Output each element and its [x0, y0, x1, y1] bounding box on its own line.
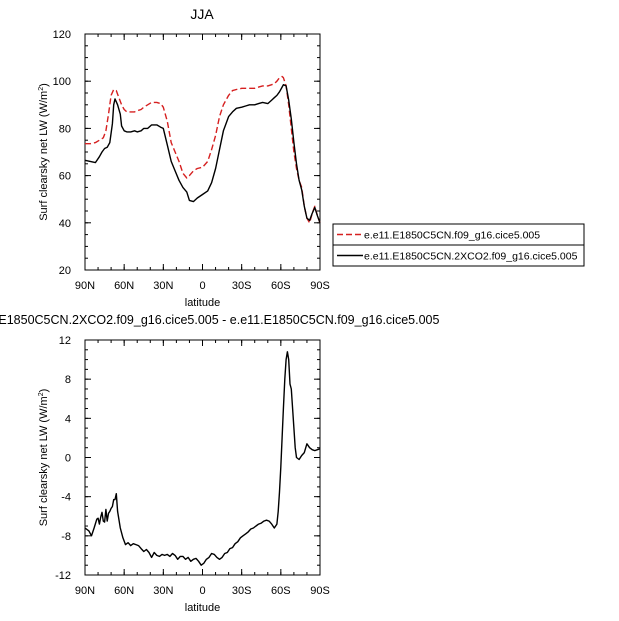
x-tick-label: 60N	[114, 585, 134, 597]
y-tick-label: 20	[59, 265, 71, 277]
x-tick-label: 30S	[232, 280, 252, 292]
x-tick-label: 0	[199, 585, 205, 597]
x-tick-label: 60N	[114, 280, 134, 292]
legend: e.e11.E1850C5CN.f09_g16.cice5.005 e.e11.E…	[332, 223, 585, 267]
chart-title: JJA	[190, 6, 214, 22]
y-tick-label: 4	[65, 413, 71, 425]
y-axis-title-tail: )	[38, 83, 50, 87]
x-tick-label: 60S	[271, 585, 291, 597]
y-tick-label: -4	[61, 492, 71, 504]
y-tick-label: -8	[61, 531, 71, 543]
y-tick-label: 40	[59, 218, 71, 230]
y-axis-title-tail: )	[38, 389, 50, 393]
y-tick-label: -12	[55, 570, 71, 582]
y-axis-title-main: Surf clearsky net LW (W/m	[38, 91, 50, 221]
x-tick-label: 90S	[310, 280, 330, 292]
y-tick-label: 80	[59, 123, 71, 135]
legend-label-1: e.e11.E1850C5CN.2XCO2.f09_g16.cice5.005	[364, 251, 578, 263]
top-panel: JJA 20 40 60 80 100 120 90N 60N 30N 0 30S 60S 90S lati…	[38, 6, 330, 309]
legend-label-0: e.e11.E1850C5CN.f09_g16.cice5.005	[364, 230, 540, 242]
x-axis-title: latitude	[185, 602, 220, 614]
y-axis-title: Surf clearsky net LW (W/m2)	[38, 389, 50, 527]
x-tick-label: 90N	[75, 585, 95, 597]
x-tick-label: 60S	[271, 280, 291, 292]
series-line-0	[85, 75, 321, 224]
x-axis-title: latitude	[185, 297, 220, 309]
y-tick-label: 60	[59, 171, 71, 183]
y-axis-title-superscript: 2	[38, 87, 45, 91]
x-tick-label: 30N	[153, 585, 173, 597]
y-tick-label: 12	[59, 335, 71, 347]
series-line-1	[84, 83, 321, 224]
y-tick-label: 120	[53, 29, 71, 41]
x-tick-label: 30S	[232, 585, 252, 597]
y-axis-title: Surf clearsky net LW (W/m2)	[38, 83, 50, 221]
plot-frame	[84, 33, 321, 271]
x-tick-label: 90S	[310, 585, 330, 597]
y-axis-title-main: Surf clearsky net LW (W/m	[38, 396, 50, 526]
x-tick-label: 0	[199, 280, 205, 292]
y-tick-label: 100	[53, 76, 71, 88]
y-tick-label: 8	[65, 374, 71, 386]
chart-title: e.e11.E1850C5CN.2XCO2.f09_g16.cice5.005 …	[0, 313, 439, 327]
y-axis-title-superscript: 2	[38, 392, 45, 396]
x-tick-label: 30N	[153, 280, 173, 292]
series-line-0	[84, 351, 321, 566]
x-tick-label: 90N	[75, 280, 95, 292]
bottom-panel: e.e11.E1850C5CN.2XCO2.f09_g16.cice5.005 …	[0, 313, 439, 614]
y-tick-label: 0	[65, 453, 71, 465]
